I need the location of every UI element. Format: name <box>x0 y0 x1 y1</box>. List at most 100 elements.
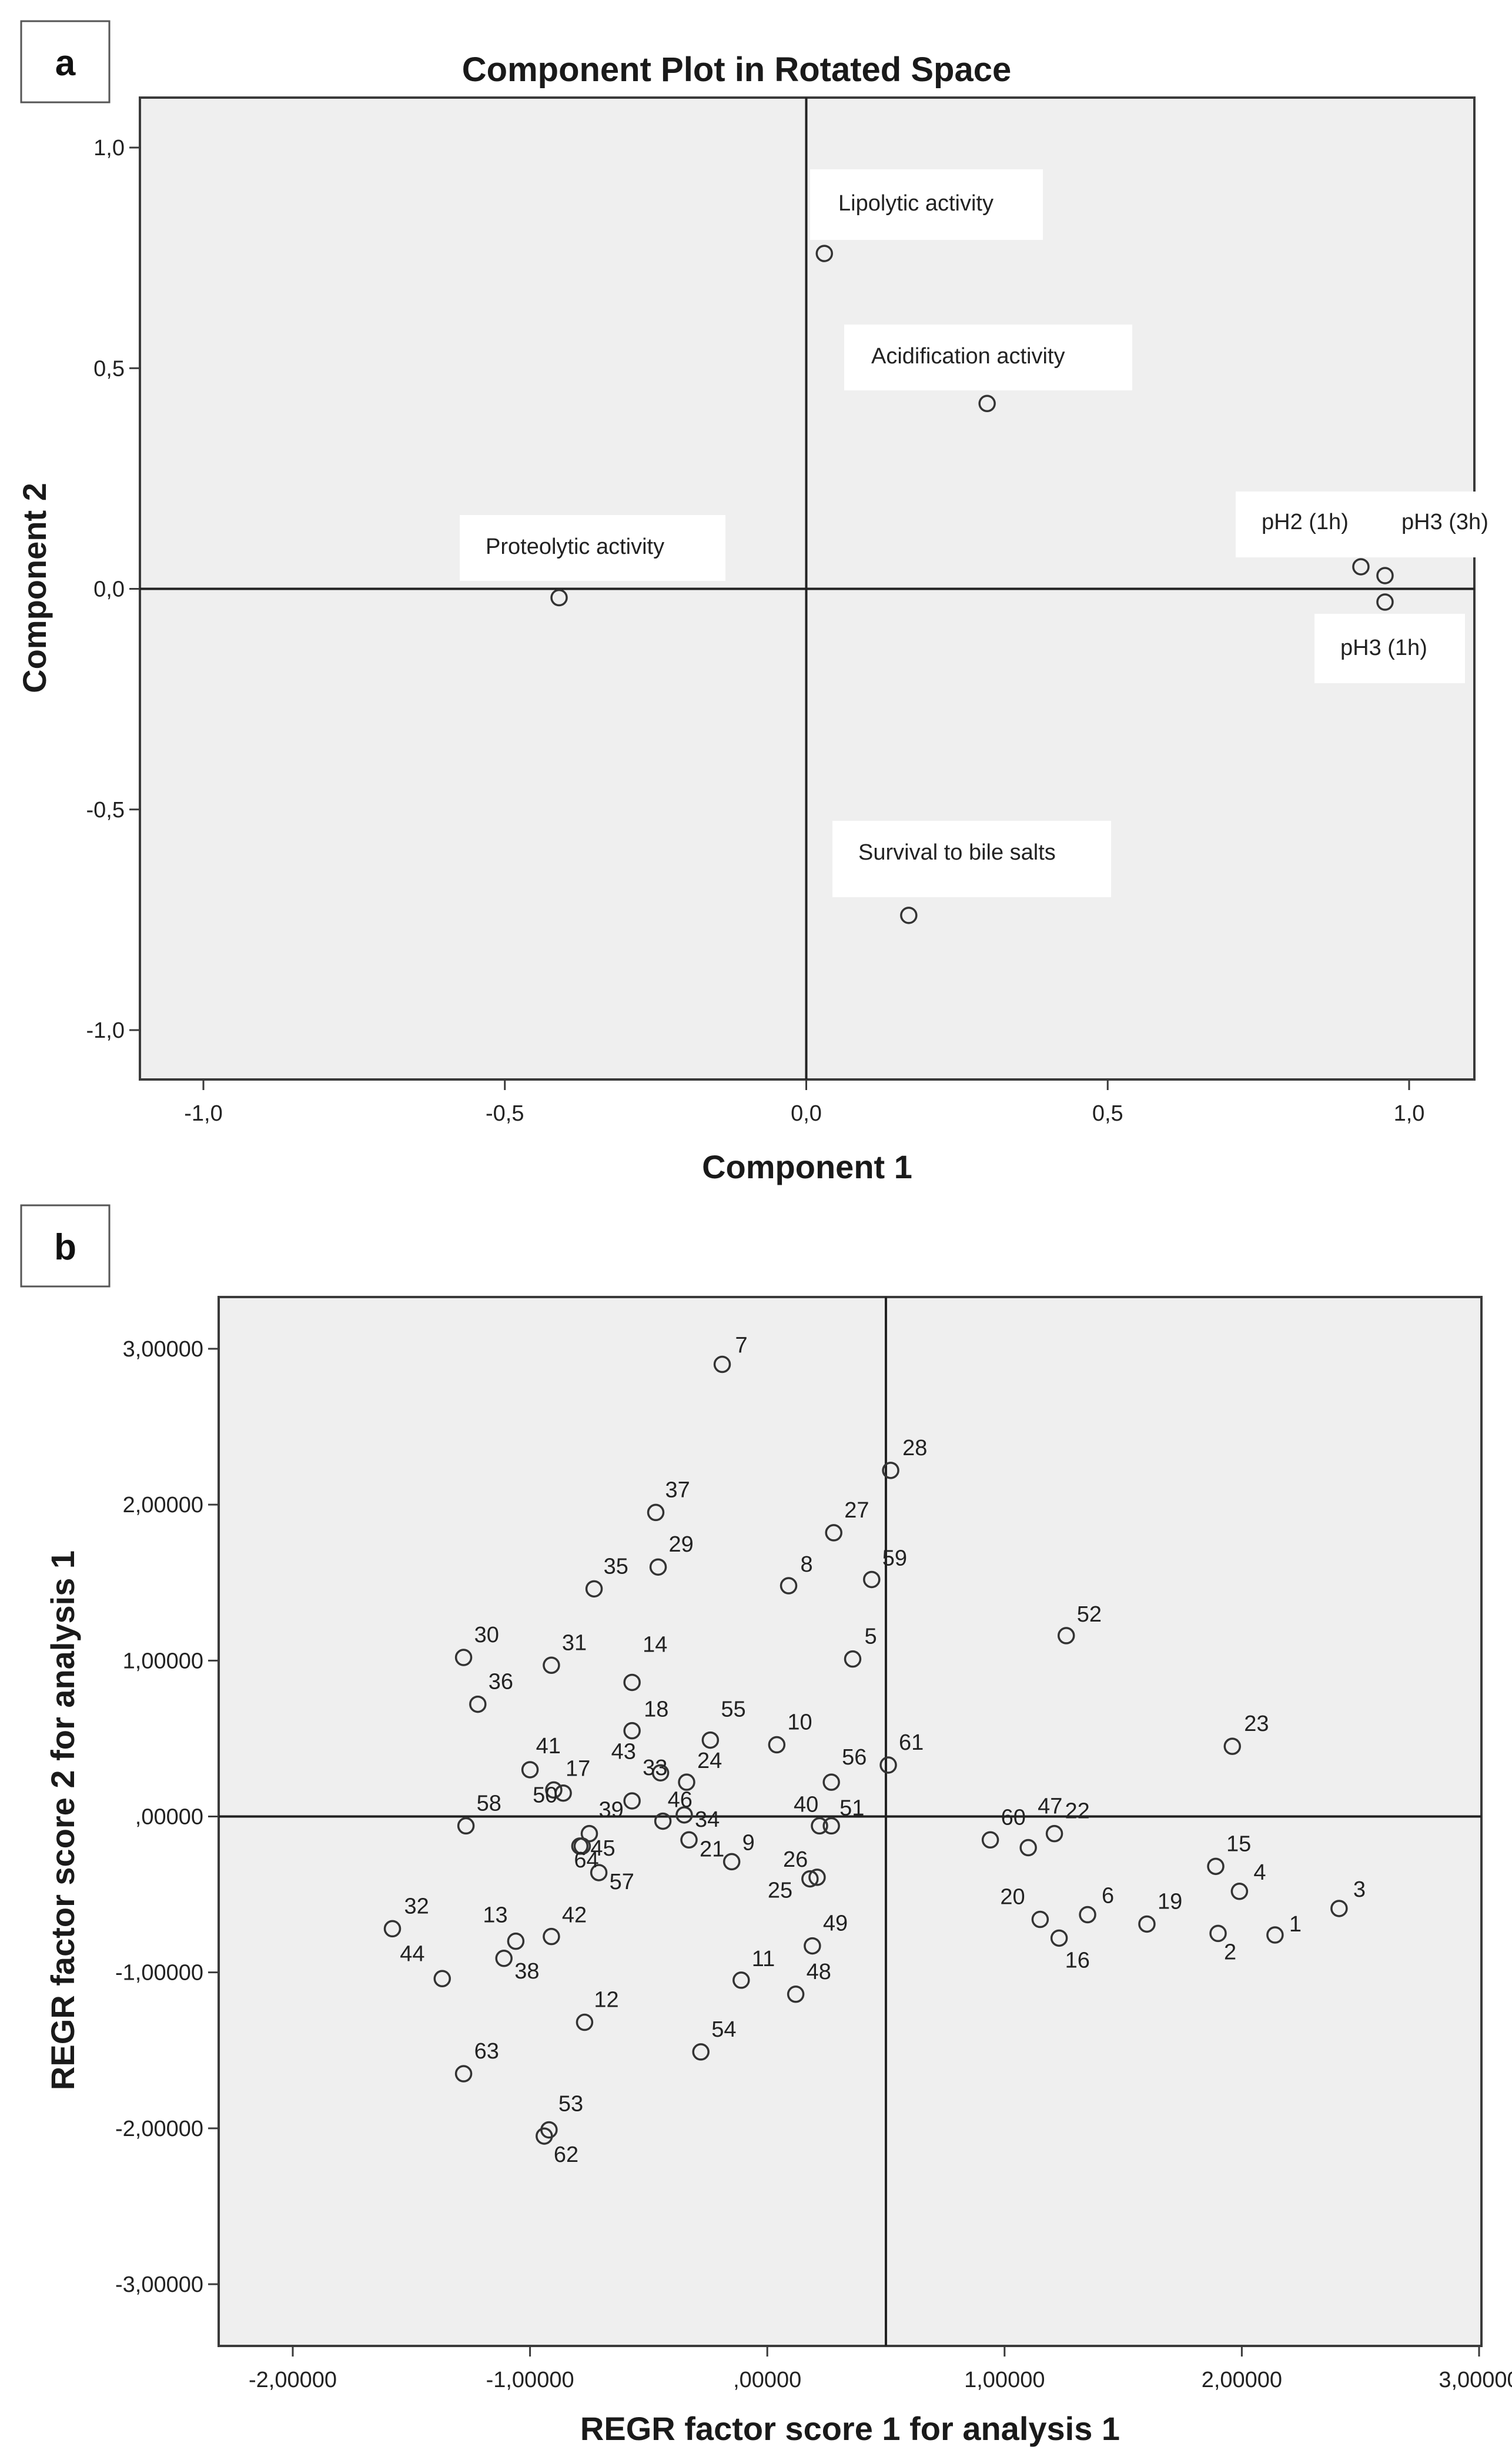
x-tick-label: 2,00000 <box>1202 2368 1282 2392</box>
data-point <box>680 1831 698 1849</box>
point-label: 63 <box>474 2039 499 2064</box>
data-point <box>1330 1900 1348 1917</box>
point-label: 27 <box>844 1498 869 1523</box>
point-label: 57 <box>610 1870 634 1894</box>
point-label-ph3-3h: pH3 (3h) <box>1401 510 1488 534</box>
point-label: 1 <box>1289 1912 1302 1937</box>
data-point <box>1045 1824 1063 1843</box>
label-box-acidification <box>844 325 1132 390</box>
point-label: 3 <box>1353 1877 1366 1902</box>
point-label: 49 <box>823 1911 848 1936</box>
point-label: 6 <box>1102 1884 1114 1908</box>
x-tick-label: -2,00000 <box>249 2368 337 2392</box>
data-point <box>1376 567 1394 584</box>
point-label: 39 <box>599 1798 624 1823</box>
data-point <box>732 1971 750 1989</box>
point-label: 31 <box>562 1630 587 1655</box>
point-label: 35 <box>604 1554 628 1579</box>
point-label: 24 <box>697 1749 722 1773</box>
point-label: 42 <box>562 1903 587 1928</box>
data-point <box>1138 1915 1156 1933</box>
data-point <box>768 1736 786 1754</box>
point-label: 5 <box>864 1625 877 1649</box>
point-label: 11 <box>752 1947 775 1971</box>
data-point <box>1266 1926 1284 1944</box>
x-tick-label: 1,0 <box>1394 1101 1425 1126</box>
data-point <box>1019 1839 1037 1857</box>
data-point <box>787 1986 805 2003</box>
data-point <box>590 1864 608 1881</box>
point-label: 2 <box>1224 1940 1236 1964</box>
point-label: 50 <box>533 1783 557 1808</box>
point-label: 23 <box>1244 1712 1269 1736</box>
label-box-ph2-ph3 <box>1236 492 1501 557</box>
data-point <box>811 1817 828 1835</box>
data-point <box>536 2127 553 2145</box>
point-label: 44 <box>400 1941 424 1966</box>
point-label: 47 <box>1038 1794 1062 1819</box>
data-point <box>576 2013 594 2031</box>
label-box-lipolytic <box>810 169 1043 240</box>
data-point <box>804 1937 821 1955</box>
point-label: 21 <box>700 1837 724 1861</box>
y-tick-label: 3,00000 <box>123 1337 203 1362</box>
x-tick-label: 0,5 <box>1092 1101 1123 1126</box>
panel-a-title: Component Plot in Rotated Space <box>462 51 1012 89</box>
data-point <box>701 1731 720 1749</box>
point-label: 41 <box>536 1734 561 1759</box>
point-label: 37 <box>665 1478 690 1502</box>
data-point <box>1031 1910 1049 1928</box>
point-label-acidification: Acidification activity <box>871 344 1065 369</box>
point-label: 38 <box>514 1959 539 1984</box>
point-label: 59 <box>882 1546 907 1570</box>
point-label: 15 <box>1226 1831 1251 1856</box>
point-label: 17 <box>566 1756 590 1781</box>
point-label: 18 <box>644 1697 668 1722</box>
point-label: 20 <box>1000 1885 1025 1910</box>
data-point <box>1230 1883 1249 1900</box>
point-label: 56 <box>842 1745 867 1770</box>
panel-a-label-boxes <box>460 169 1501 897</box>
point-label: 7 <box>735 1333 748 1358</box>
data-point <box>1376 593 1394 611</box>
x-tick-label: 1,00000 <box>964 2368 1045 2392</box>
panel-a-y-label: Component 2 <box>16 483 53 693</box>
data-point <box>678 1773 695 1791</box>
data-point <box>722 1853 741 1871</box>
x-tick-label: -1,00000 <box>486 2368 574 2392</box>
data-point <box>433 1970 451 1988</box>
x-tick-label: ,00000 <box>733 2368 801 2392</box>
panel-a: a Component Plot in Rotated Space 1,0 0,5… <box>16 20 1501 1185</box>
y-tick-label: 0,5 <box>93 356 125 381</box>
data-point <box>981 1831 999 1849</box>
y-tick-label: 0,0 <box>93 577 125 602</box>
panel-a-letter-box <box>20 20 111 103</box>
data-point <box>822 1773 840 1791</box>
point-label: 45 <box>590 1836 615 1861</box>
data-point <box>1223 1737 1242 1755</box>
x-tick-label: 3,00000 <box>1439 2368 1512 2392</box>
data-point <box>623 1792 641 1810</box>
panel-b-point-labels: 1234567891011121314151617181920212223242… <box>400 1333 1366 2168</box>
data-point <box>882 1462 899 1479</box>
point-label-ph3-1h: pH3 (1h) <box>1340 636 1427 660</box>
point-label: 34 <box>695 1807 720 1832</box>
point-label: 54 <box>711 2017 736 2042</box>
data-point <box>383 1920 402 1938</box>
data-point <box>454 1649 473 1666</box>
data-point <box>550 589 568 607</box>
y-tick-label: -3,00000 <box>115 2272 203 2297</box>
panel-b-letter-box <box>20 1204 111 1288</box>
point-label: 33 <box>643 1756 667 1780</box>
data-point <box>801 1870 819 1888</box>
data-point <box>651 1764 670 1782</box>
y-tick-label: 1,0 <box>93 136 125 161</box>
data-point <box>815 245 834 262</box>
point-label: 30 <box>474 1623 499 1647</box>
y-tick-label: 2,00000 <box>123 1493 203 1518</box>
data-point <box>808 1869 826 1886</box>
data-point <box>654 1812 672 1830</box>
panel-b-reference-lines <box>219 1297 1481 2346</box>
data-point <box>543 1656 560 1674</box>
point-label: 43 <box>611 1739 636 1764</box>
